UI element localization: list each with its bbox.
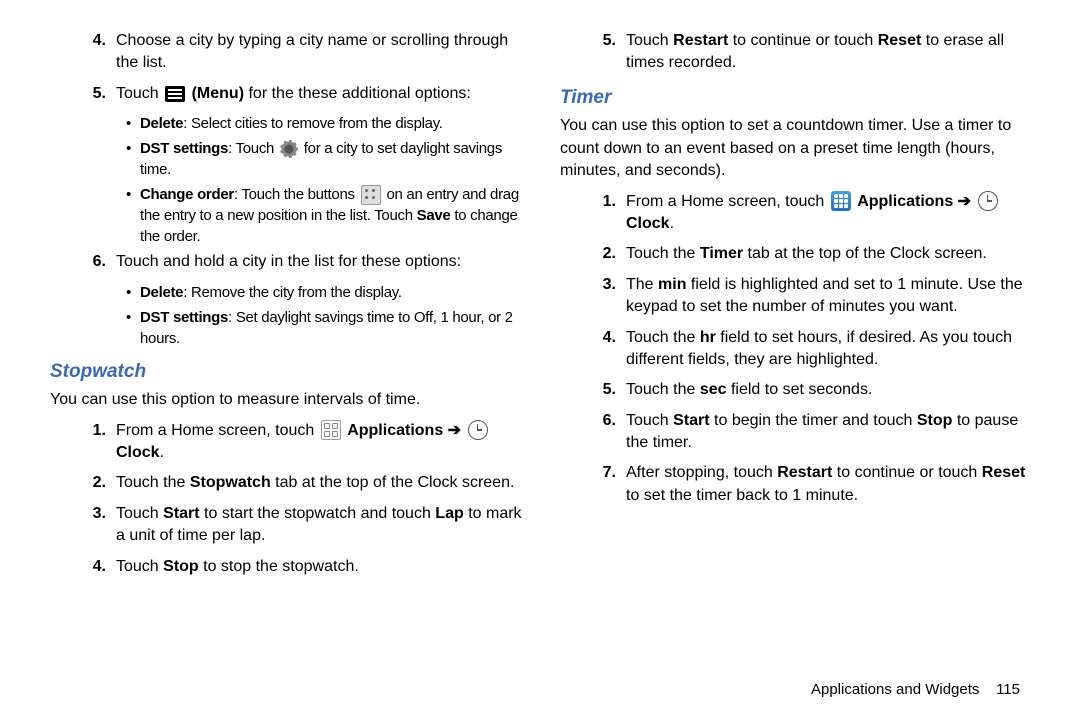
item-number: 6.: [588, 410, 626, 455]
item-body: Touch and hold a city in the list for th…: [116, 251, 530, 273]
item-number: 2.: [588, 243, 626, 265]
list-item: 3. Touch Start to start the stopwatch an…: [50, 503, 530, 548]
item-body: Touch the Stopwatch tab at the top of th…: [116, 472, 530, 494]
stopwatch-intro: You can use this option to measure inter…: [50, 389, 530, 411]
bullet-item: • Delete: Select cities to remove from t…: [106, 113, 530, 134]
bullet-item: • DST settings: Touch for a city to set …: [106, 138, 530, 180]
clock-icon: [468, 420, 488, 440]
list-item: 3. The min field is highlighted and set …: [560, 274, 1040, 319]
gear-icon: [280, 140, 298, 158]
section-name: Applications and Widgets: [811, 681, 979, 698]
item-body: From a Home screen, touch Applications ➔…: [116, 420, 530, 465]
item-body: From a Home screen, touch Applications ➔…: [626, 191, 1040, 236]
item-number: 4.: [78, 556, 116, 578]
item-body: Touch Stop to stop the stopwatch.: [116, 556, 530, 578]
item-number: 6.: [78, 251, 116, 273]
timer-heading: Timer: [560, 85, 1040, 112]
item-number: 5.: [78, 83, 116, 105]
right-column: 5. Touch Restart to continue or touch Re…: [560, 30, 1040, 640]
item-number: 5.: [588, 379, 626, 401]
item-body: Touch Start to start the stopwatch and t…: [116, 503, 530, 548]
item-number: 1.: [588, 191, 626, 236]
list-item: 4. Choose a city by typing a city name o…: [50, 30, 530, 75]
clock-icon: [978, 191, 998, 211]
list-item: 4. Touch the hr field to set hours, if d…: [560, 327, 1040, 372]
item-body: Touch the hr field to set hours, if desi…: [626, 327, 1040, 372]
item-number: 4.: [78, 30, 116, 75]
list-item: 6. Touch Start to begin the timer and to…: [560, 410, 1040, 455]
item-number: 4.: [588, 327, 626, 372]
stopwatch-heading: Stopwatch: [50, 359, 530, 386]
item-body: Touch Start to begin the timer and touch…: [626, 410, 1040, 455]
page-footer: Applications and Widgets 115: [811, 681, 1020, 698]
item-body: Choose a city by typing a city name or s…: [116, 30, 530, 75]
item-number: 7.: [588, 462, 626, 507]
item-body: Touch Restart to continue or touch Reset…: [626, 30, 1040, 75]
item-body: After stopping, touch Restart to continu…: [626, 462, 1040, 507]
left-column: 4. Choose a city by typing a city name o…: [50, 30, 530, 640]
item-number: 5.: [588, 30, 626, 75]
list-item: 5. Touch Restart to continue or touch Re…: [560, 30, 1040, 75]
bullet-item: • Change order: Touch the buttons on an …: [106, 184, 530, 247]
bullet-item: • DST settings: Set daylight savings tim…: [106, 307, 530, 349]
list-item: 2. Touch the Timer tab at the top of the…: [560, 243, 1040, 265]
list-item: 2. Touch the Stopwatch tab at the top of…: [50, 472, 530, 494]
menu-icon: [165, 86, 185, 102]
item-number: 3.: [78, 503, 116, 548]
item-body: Touch (Menu) for the these additional op…: [116, 83, 530, 105]
item-body: The min field is highlighted and set to …: [626, 274, 1040, 319]
list-item: 4. Touch Stop to stop the stopwatch.: [50, 556, 530, 578]
list-item: 1. From a Home screen, touch Application…: [50, 420, 530, 465]
apps-grid-icon: [321, 420, 341, 440]
bullet-item: • Delete: Remove the city from the displ…: [106, 282, 530, 303]
item-number: 1.: [78, 420, 116, 465]
timer-intro: You can use this option to set a countdo…: [560, 115, 1040, 182]
item-body: Touch the Timer tab at the top of the Cl…: [626, 243, 1040, 265]
apps-icon: [831, 191, 851, 211]
list-item: 5. Touch (Menu) for the these additional…: [50, 83, 530, 105]
list-item: 7. After stopping, touch Restart to cont…: [560, 462, 1040, 507]
page-number: 115: [996, 681, 1020, 698]
item-body: Touch the sec field to set seconds.: [626, 379, 1040, 401]
drag-handle-icon: [361, 185, 381, 205]
list-item: 1. From a Home screen, touch Application…: [560, 191, 1040, 236]
item-number: 3.: [588, 274, 626, 319]
list-item: 6. Touch and hold a city in the list for…: [50, 251, 530, 273]
manual-page: 4. Choose a city by typing a city name o…: [0, 0, 1080, 660]
list-item: 5. Touch the sec field to set seconds.: [560, 379, 1040, 401]
item-number: 2.: [78, 472, 116, 494]
